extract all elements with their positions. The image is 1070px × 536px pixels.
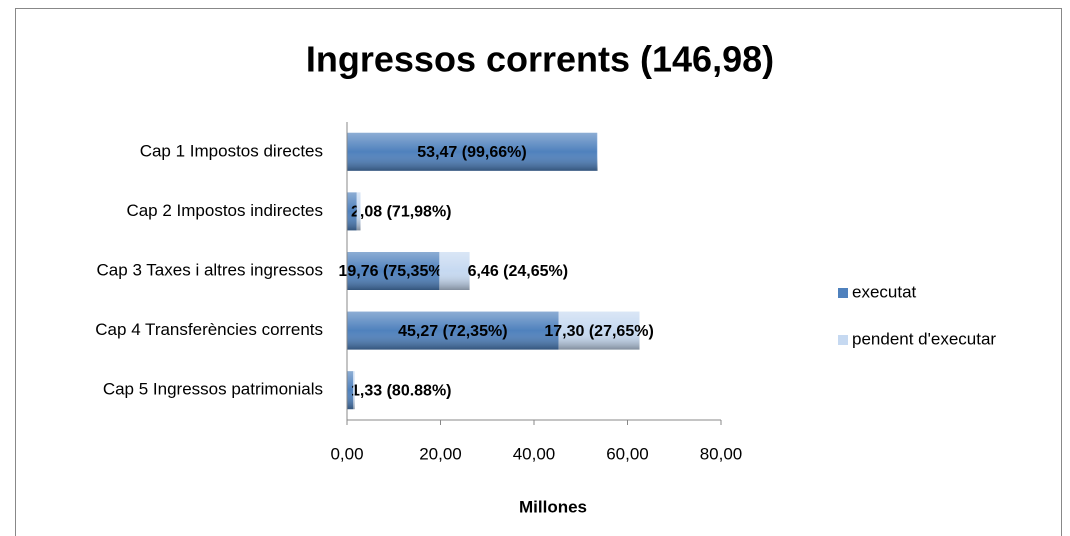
data-label: 45,27 (72,35%): [398, 323, 507, 340]
legend-swatch: [838, 288, 848, 298]
legend-swatch: [838, 335, 848, 345]
y-tick-label: Cap 4 Transferències corrents: [95, 320, 323, 339]
bar-shade: [347, 132, 597, 171]
bar-shade: [596, 132, 598, 171]
data-label: 19,76 (75,35%): [338, 263, 447, 280]
data-label: 17,30 (27,65%): [544, 323, 653, 340]
x-tick-label: 20,00: [419, 444, 462, 463]
chart-title: Ingressos corrents (146,98): [306, 39, 774, 80]
x-tick-label: 0,00: [330, 444, 363, 463]
bar-shade: [347, 252, 440, 290]
y-tick-label: Cap 3 Taxes i altres ingressos: [97, 260, 323, 279]
y-tick-label: Cap 5 Ingressos patrimonials: [103, 380, 323, 399]
chart-frame: [15, 8, 1062, 536]
x-tick-label: 80,00: [700, 444, 743, 463]
x-tick-label: 40,00: [513, 444, 556, 463]
data-label: 6,46 (24,65%): [468, 263, 569, 280]
y-tick-label: Cap 2 Impostos indirectes: [126, 201, 323, 220]
legend-label: pendent d'executar: [852, 329, 996, 348]
x-axis-label: Millones: [519, 497, 587, 516]
data-label: 53,47 (99,66%): [417, 144, 526, 161]
legend-label: executat: [852, 282, 917, 301]
data-label: 1,33 (80.88%): [351, 382, 452, 399]
bar-shade: [353, 371, 355, 410]
x-tick-label: 60,00: [606, 444, 649, 463]
y-tick-label: Cap 1 Impostos directes: [140, 141, 323, 160]
bar-shade: [347, 311, 559, 350]
bar-shade: [558, 311, 640, 350]
data-label: 2,08 (71,98%): [351, 204, 452, 221]
bar-shade: [439, 252, 470, 290]
bar-shade: [347, 371, 354, 410]
bar-shade: [356, 192, 361, 231]
bar-shade: [347, 192, 357, 231]
